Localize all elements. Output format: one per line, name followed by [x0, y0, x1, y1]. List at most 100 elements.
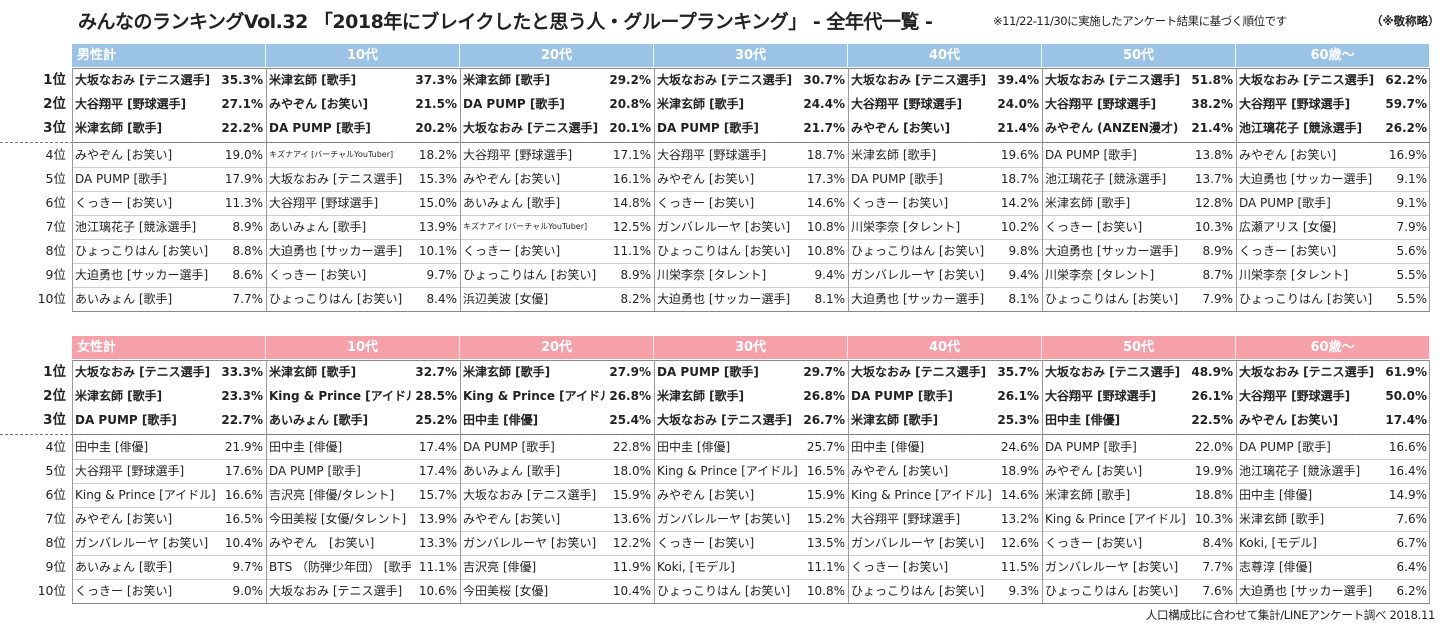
table-bottom [72, 311, 1430, 312]
entry-percent: 26.7% [803, 413, 845, 427]
entry-name: ガンバレルーヤ [お笑い] [463, 536, 597, 550]
entry-name: くっきー [お笑い] [1239, 244, 1337, 258]
entry-name: King & Prince [アイドル] [1045, 512, 1186, 526]
entry-name: ガンバレルーヤ [お笑い] [657, 512, 791, 526]
entry-name: みやぞん [お笑い] [657, 488, 755, 502]
entry-percent: 10.8% [806, 244, 845, 258]
entry-name: あいみょん [歌手] [463, 464, 561, 478]
entry-name: くっきー [お笑い] [463, 244, 561, 258]
entry-percent: 14.2% [1000, 196, 1039, 210]
rank-label: 1位 [43, 72, 66, 88]
entry-percent: 27.9% [609, 365, 651, 379]
entry-name: King & Prince [アイドル] [657, 464, 798, 478]
entry-percent: 13.6% [612, 512, 651, 526]
entry-percent: 22.2% [221, 121, 263, 135]
entry-name: 大迫勇也 [サッカー選手] [851, 292, 985, 306]
entry-percent: 7.7% [232, 292, 264, 306]
entry-name: キズナアイ [バーチャルYouTuber] [269, 150, 394, 159]
female-row-3: DA PUMP [歌手] 22.7% あいみょん [歌手] 25.2% 田中圭 [俳優]… [72, 408, 1430, 432]
entry-percent: 12.6% [1000, 536, 1039, 550]
entry-name: 大坂なおみ [テニス選手] [463, 488, 597, 502]
entry-percent: 18.0% [612, 464, 651, 478]
entry-name: みやぞん [お笑い] [463, 172, 561, 186]
entry-percent: 59.7% [1385, 97, 1427, 111]
entry-percent: 8.9% [232, 220, 264, 234]
entry-percent: 13.9% [418, 512, 457, 526]
rank-label: 8位 [45, 243, 66, 258]
entry-percent: 8.2% [620, 292, 652, 306]
entry-percent: 9.4% [1008, 268, 1040, 282]
entry-percent: 18.8% [1194, 488, 1233, 502]
entry-percent: 25.3% [997, 413, 1039, 427]
female-row-9: あいみょん [歌手] 9.7% BTS （防弾少年団） [歌手] 11.1% 吉沢亮 [… [72, 555, 1430, 579]
entry-name: 大坂なおみ [テニス選手] [851, 73, 987, 87]
entry-name: くっきー [お笑い] [269, 268, 367, 282]
entry-percent: 15.0% [418, 196, 457, 210]
row-divider [72, 167, 1430, 168]
entry-name: みやぞん [お笑い] [851, 121, 951, 135]
column-divider [654, 68, 655, 311]
entry-percent: 24.4% [803, 97, 845, 111]
male-header-2: 20代 [460, 44, 654, 67]
entry-name: 今田美桜 [女優] [463, 584, 549, 598]
entry-percent: 9.7% [426, 268, 458, 282]
entry-name: DA PUMP [歌手] [269, 464, 361, 478]
entry-name: 志尊淳 [俳優] [1239, 560, 1313, 574]
rank-label: 1位 [43, 364, 66, 380]
row-divider [72, 459, 1430, 460]
entry-percent: 24.0% [997, 97, 1039, 111]
entry-percent: 22.0% [1194, 440, 1233, 454]
female-row-5: 大谷翔平 [野球選手] 17.6% DA PUMP [歌手] 17.4% あいみょん [… [72, 459, 1430, 483]
entry-percent: 9.3% [1008, 584, 1040, 598]
entry-name: 田中圭 [俳優] [75, 440, 149, 454]
entry-name: ひょっこりはん [お笑い] [657, 584, 791, 598]
entry-name: 米津玄師 [歌手] [1045, 196, 1131, 210]
entry-percent: 50.0% [1385, 389, 1427, 403]
row-divider [72, 239, 1430, 240]
female-row-10: くっきー [お笑い] 9.0% 大坂なおみ [テニス選手] 10.6% 今田美桜 [女優… [72, 579, 1430, 603]
entry-percent: 21.9% [224, 440, 263, 454]
entry-percent: 18.2% [418, 148, 457, 162]
entry-percent: 39.4% [997, 73, 1039, 87]
entry-percent: 14.6% [806, 196, 845, 210]
entry-name: 米津玄師 [歌手] [269, 73, 357, 87]
entry-name: 池江璃花子 [競泳選手] [1239, 464, 1361, 478]
rank-label: 3位 [43, 120, 66, 136]
entry-name: 大坂なおみ [テニス選手] [1239, 73, 1375, 87]
table-bottom [72, 603, 1430, 604]
entry-percent: 18.7% [806, 148, 845, 162]
entry-name: みやぞん [お笑い] [1045, 464, 1143, 478]
male-row-7: 池江璃花子 [競泳選手] 8.9% あいみょん [歌手] 13.9% キズナアイ [バー… [72, 215, 1430, 239]
entry-percent: 8.1% [1008, 292, 1040, 306]
entry-percent: 13.3% [418, 536, 457, 550]
entry-percent: 21.5% [415, 97, 457, 111]
column-divider [1429, 68, 1430, 311]
entry-percent: 8.8% [232, 244, 264, 258]
entry-percent: 26.1% [1191, 389, 1233, 403]
entry-name: 大坂なおみ [テニス選手] [75, 73, 211, 87]
entry-percent: 8.9% [620, 268, 652, 282]
entry-percent: 38.2% [1191, 97, 1233, 111]
entry-percent: 11.9% [612, 560, 651, 574]
entry-name: BTS （防弾少年団） [歌手] [269, 560, 411, 574]
column-divider [1236, 360, 1237, 603]
entry-percent: 9.7% [232, 560, 264, 574]
entry-percent: 21.7% [803, 121, 845, 135]
row-divider [72, 191, 1430, 192]
rank-label: 2位 [43, 96, 66, 112]
entry-percent: 15.9% [806, 488, 845, 502]
entry-name: みやぞん [お笑い] [851, 464, 949, 478]
entry-name: DA PUMP [歌手] [657, 121, 759, 135]
entry-percent: 13.5% [806, 536, 845, 550]
entry-percent: 20.2% [415, 121, 457, 135]
entry-name: あいみょん [歌手] [463, 196, 561, 210]
entry-name: ひょっこりはん [お笑い] [463, 268, 597, 282]
entry-percent: 12.5% [612, 220, 651, 234]
rank-label: 4位 [45, 147, 66, 162]
row-divider [72, 483, 1430, 484]
entry-name: 池江璃花子 [競泳選手] [1045, 172, 1167, 186]
entry-name: 川栄李奈 [タレント] [1239, 268, 1349, 282]
entry-name: DA PUMP [歌手] [1239, 440, 1331, 454]
entry-percent: 11.1% [418, 560, 457, 574]
column-divider [460, 68, 461, 311]
